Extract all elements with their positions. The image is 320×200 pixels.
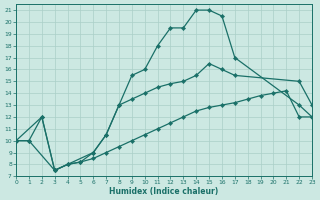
X-axis label: Humidex (Indice chaleur): Humidex (Indice chaleur) [109,187,219,196]
